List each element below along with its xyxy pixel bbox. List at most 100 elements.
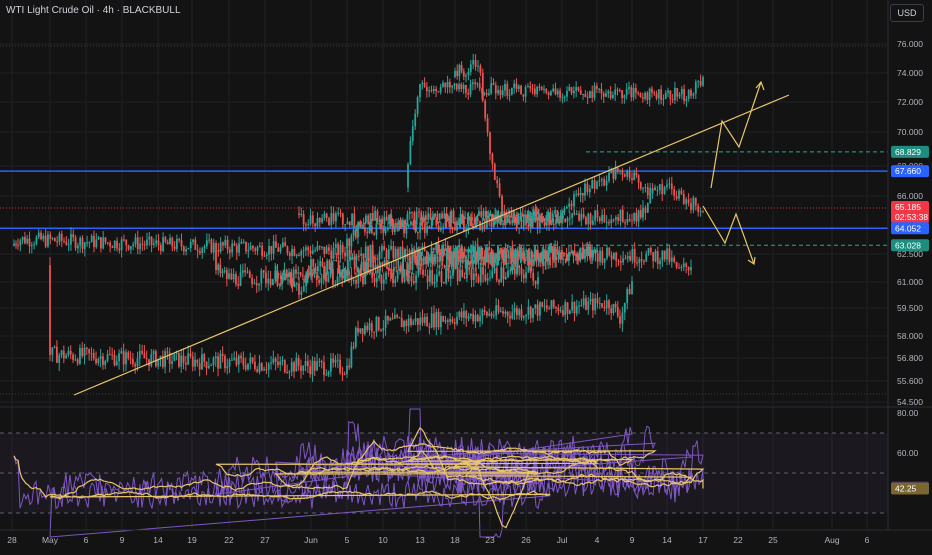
candle-body — [579, 193, 582, 195]
candle-body — [483, 309, 486, 313]
candle-body — [463, 276, 466, 279]
candle-body — [116, 240, 118, 249]
candle-body — [279, 361, 282, 366]
candle-body — [437, 311, 440, 328]
time-axis-label: 27 — [260, 535, 270, 545]
candle-body — [443, 248, 445, 256]
candle-body — [328, 260, 331, 270]
candle-body — [440, 271, 443, 283]
candle-body — [344, 224, 347, 226]
candle-body — [618, 89, 621, 91]
candle-body — [292, 269, 295, 284]
candle-body — [493, 164, 496, 181]
candle-body — [466, 249, 468, 252]
candle-body — [621, 312, 624, 324]
candle-body — [408, 275, 411, 277]
candle-body — [388, 214, 390, 221]
candle-body — [436, 256, 439, 262]
candle-body — [474, 314, 477, 322]
candle-body — [652, 252, 655, 262]
candle-body — [382, 228, 385, 233]
candle-body — [353, 213, 356, 226]
candle-body — [371, 213, 374, 221]
candle-body — [187, 247, 190, 250]
candle-body — [432, 88, 435, 92]
candle-body — [255, 283, 258, 286]
candle-body — [398, 317, 401, 319]
rsi-ma-line — [13, 426, 705, 529]
bearish-arrowhead — [747, 256, 756, 266]
candle-body — [511, 246, 514, 257]
candle-body — [487, 254, 490, 263]
candle-body — [377, 223, 380, 225]
candle-body — [497, 215, 500, 217]
candle-body — [451, 85, 454, 88]
candle-body — [586, 246, 589, 256]
candle-body — [654, 189, 656, 191]
candle-body — [614, 304, 617, 308]
candle-body — [510, 87, 513, 95]
candle-body — [180, 240, 183, 247]
candle-body — [505, 255, 508, 258]
candle-body — [467, 260, 470, 265]
candle-body — [577, 255, 579, 261]
candle-body — [566, 218, 569, 222]
currency-button[interactable]: USD — [890, 4, 924, 22]
candle-body — [613, 252, 615, 260]
candle-body — [361, 328, 364, 334]
candle-body — [56, 241, 59, 243]
candle-body — [598, 180, 601, 182]
candle-body — [293, 283, 296, 287]
candle-body — [518, 250, 521, 253]
candle-body — [527, 224, 530, 228]
candle-body — [666, 248, 668, 260]
candle-body — [504, 219, 507, 224]
candle-body — [505, 213, 508, 217]
candle-body — [164, 351, 167, 368]
candle-body — [526, 255, 529, 262]
candle-body — [230, 273, 233, 280]
candle-body — [221, 353, 224, 356]
candle-body — [171, 360, 173, 364]
candle-body — [522, 316, 525, 318]
candle-body — [269, 278, 272, 286]
candle-body — [532, 218, 534, 223]
candle-body — [614, 89, 617, 95]
candle-body — [513, 254, 516, 257]
candle-body — [196, 359, 199, 364]
candle-body — [589, 91, 591, 99]
candle-body — [247, 249, 250, 252]
candle-body — [345, 271, 348, 277]
candle-body — [662, 98, 665, 100]
candle-body — [533, 88, 536, 95]
candle-body — [350, 235, 353, 247]
candle-body — [157, 240, 160, 246]
candle-body — [239, 272, 242, 286]
candle-body — [612, 169, 615, 179]
candle-body — [271, 279, 274, 286]
candle-body — [518, 265, 521, 268]
candle-body — [481, 72, 484, 101]
candle-body — [487, 93, 490, 95]
candle-body — [401, 220, 404, 222]
candle-body — [60, 233, 63, 241]
candle-body — [630, 87, 633, 98]
candle-body — [557, 218, 560, 220]
candle-body — [486, 118, 489, 133]
candle-body — [323, 362, 325, 375]
candle-body — [321, 261, 324, 267]
candle-body — [328, 217, 330, 225]
candle-body — [306, 272, 309, 283]
candle-body — [439, 256, 441, 262]
candle-body — [624, 258, 627, 260]
candle-body — [687, 90, 690, 99]
candle-body — [299, 272, 302, 276]
candle-body — [348, 271, 351, 276]
candle-body — [413, 255, 416, 257]
candle-body — [463, 248, 466, 252]
candle-body — [542, 250, 545, 259]
candle-body — [305, 272, 308, 287]
candle-body — [448, 253, 451, 267]
